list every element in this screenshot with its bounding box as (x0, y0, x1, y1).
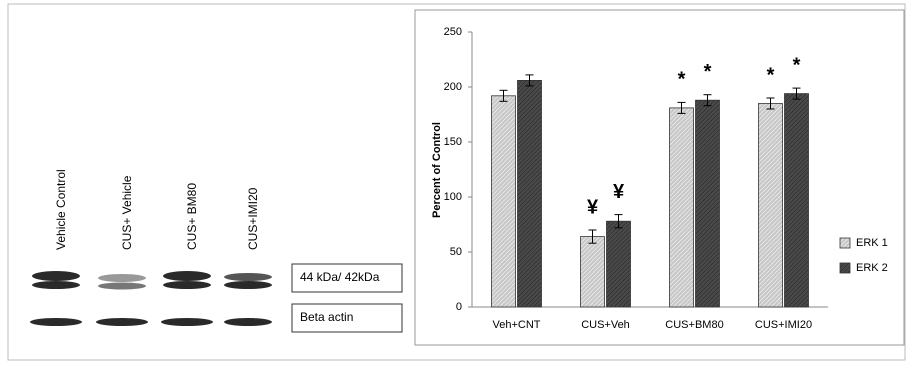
bar (518, 80, 542, 307)
lane-label: CUS+ BM80 (185, 183, 199, 250)
legend-swatch (840, 263, 850, 273)
annotation: ¥ (587, 196, 599, 218)
x-tick-label: Veh+CNT (493, 319, 541, 331)
bar (670, 108, 694, 307)
y-axis-label: Percent of Control (431, 122, 443, 218)
annotation: * (678, 69, 686, 91)
bar (607, 221, 631, 307)
annotation: ¥ (613, 181, 625, 203)
band-label: Beta actin (300, 310, 353, 324)
x-tick-label: CUS+BM80 (665, 319, 723, 331)
y-tick-label: 250 (444, 26, 462, 38)
x-tick-label: CUS+IMI20 (755, 319, 812, 331)
bar (785, 94, 809, 307)
figure: 44 kDa/ 42kDa Beta actin Vehicle Control… (0, 0, 912, 373)
y-tick-label: 50 (450, 246, 462, 258)
bar (696, 100, 720, 307)
band-label: 44 kDa/ 42kDa (300, 270, 380, 284)
legend-swatch (840, 238, 850, 248)
bar (581, 237, 605, 307)
lane-label: Vehicle Control (54, 169, 68, 250)
chart-border (415, 10, 904, 345)
y-tick-label: 0 (456, 301, 462, 313)
bar (759, 104, 783, 308)
x-tick-label: CUS+Veh (581, 319, 630, 331)
y-tick-label: 200 (444, 81, 462, 93)
annotation: * (767, 64, 775, 86)
lane-label: CUS+IMI20 (246, 187, 260, 250)
bar (492, 96, 516, 307)
annotation: * (793, 54, 801, 76)
y-tick-label: 100 (444, 191, 462, 203)
y-tick-label: 150 (444, 136, 462, 148)
annotation: * (704, 61, 712, 83)
lane-label: CUS+ Vehicle (120, 175, 134, 250)
legend-label: ERK 1 (856, 237, 888, 249)
legend-label: ERK 2 (856, 262, 888, 274)
